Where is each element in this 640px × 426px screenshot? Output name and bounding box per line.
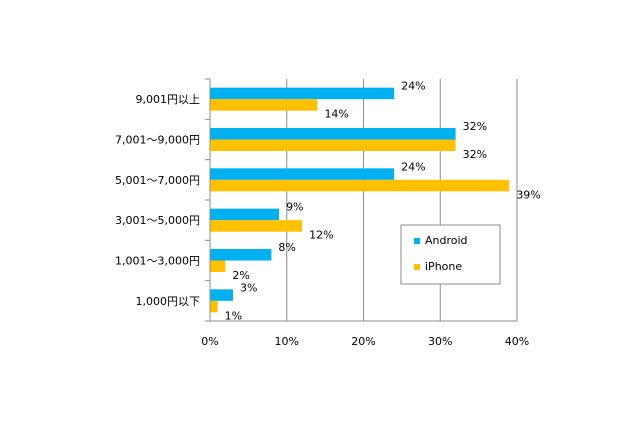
android-data-label: 3% [240, 281, 257, 294]
x-tick-label: 40% [505, 335, 529, 348]
android-data-label: 24% [401, 160, 425, 173]
iphone-data-label: 14% [324, 108, 348, 121]
x-tick-label: 20% [351, 335, 375, 348]
legend-iphone-swatch [414, 264, 420, 270]
legend-android-label: Android [425, 234, 468, 247]
android-data-label: 32% [463, 120, 487, 133]
iphone-bar [210, 220, 303, 232]
axes: 0% 10% 20% 30% 40% 9,001円以上 7,001～9,000円 5,001～… [115, 78, 529, 348]
iphone-data-label: 2% [232, 269, 249, 282]
y-category-label: 7,001～9,000円 [115, 134, 200, 147]
bars [210, 87, 510, 313]
iphone-bar [210, 179, 510, 192]
y-category-label: 1,000円以下 [136, 295, 201, 308]
iphone-bar [210, 99, 318, 111]
gridlines [286, 79, 518, 321]
legend-box [400, 224, 501, 285]
android-bar [210, 289, 234, 301]
android-bar [210, 249, 272, 261]
iphone-data-label: 39% [516, 188, 540, 201]
data-labels: 24% 14% 32% 32% 24% 39% 9% 12% 8% 2%3% 1% [225, 80, 541, 323]
android-bar [210, 168, 395, 180]
android-bar [210, 208, 280, 221]
y-category-label: 9,001円以上 [136, 93, 201, 106]
android-data-label: 24% [401, 80, 425, 93]
y-category-label: 3,001～5,000円 [115, 214, 200, 227]
iphone-bar [210, 260, 226, 272]
x-tick-label: 0% [201, 335, 218, 348]
android-data-label: 9% [286, 201, 303, 214]
android-bar [210, 128, 456, 140]
y-category-label: 5,001～7,000円 [115, 174, 200, 187]
legend-android-swatch [414, 238, 420, 244]
x-tick-label: 30% [428, 335, 452, 348]
legend: Android iPhone [400, 224, 501, 285]
legend-iphone-label: iPhone [425, 260, 462, 273]
iphone-data-label: 12% [309, 229, 333, 242]
android-bar [210, 87, 395, 100]
y-category-label: 1,001～3,000円 [115, 255, 200, 268]
iphone-data-label: 1% [225, 309, 242, 322]
android-data-label: 8% [278, 241, 295, 254]
x-tick-label: 10% [275, 335, 299, 348]
iphone-bar [210, 300, 218, 313]
iphone-bar [210, 139, 456, 151]
iphone-data-label: 32% [463, 148, 487, 161]
